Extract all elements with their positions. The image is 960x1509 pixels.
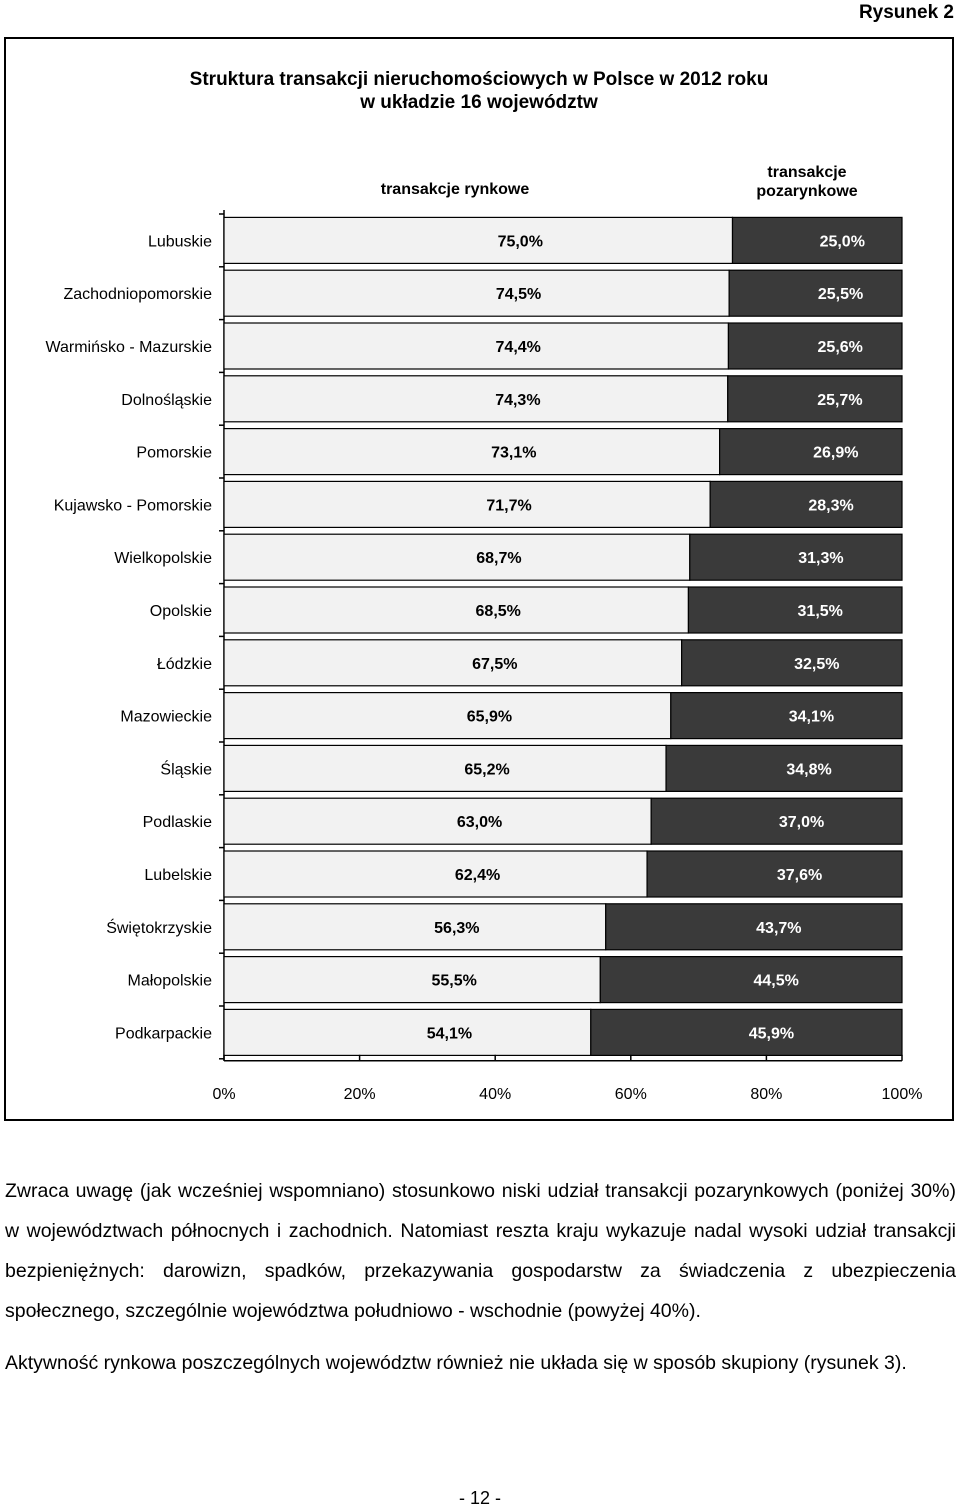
bar-pozarynkowe bbox=[605, 903, 903, 951]
data-label-pozarynkowe: 25,6% bbox=[818, 339, 863, 356]
data-label-pozarynkowe: 32,5% bbox=[794, 656, 839, 673]
legend-label-pozarynkowe-line-2: pozarynkowe bbox=[756, 183, 857, 200]
bar-rynkowe bbox=[223, 375, 729, 423]
x-tick-label: 80% bbox=[750, 1086, 782, 1103]
bar-pozarynkowe bbox=[599, 955, 903, 1004]
category-label: Kujawsko - Pomorskie bbox=[54, 497, 212, 514]
bar-pozarynkowe bbox=[590, 1008, 903, 1057]
data-label-pozarynkowe: 37,0% bbox=[779, 814, 824, 831]
x-tick-label: 100% bbox=[882, 1086, 923, 1103]
data-label-pozarynkowe: 31,5% bbox=[798, 603, 843, 620]
bar-rynkowe bbox=[223, 639, 683, 687]
paragraph-2: Aktywność rynkowa poszczególnych wojewód… bbox=[5, 1352, 907, 1374]
page-number: - 12 - bbox=[458, 1488, 501, 1508]
bar-rynkowe bbox=[223, 533, 691, 581]
category-label: Lubelskie bbox=[144, 867, 212, 884]
category-label: Podkarpackie bbox=[115, 1025, 212, 1042]
data-label-rynkowe: 68,5% bbox=[476, 603, 521, 620]
legend-label-pozarynkowe-line-1: transakcje bbox=[767, 164, 846, 181]
bar-pozarynkowe bbox=[728, 269, 903, 317]
data-label-rynkowe: 56,3% bbox=[434, 920, 479, 937]
bar-rynkowe bbox=[223, 903, 607, 951]
category-label: Mazowieckie bbox=[120, 709, 212, 726]
data-label-rynkowe: 65,2% bbox=[464, 761, 509, 778]
x-tick-label: 60% bbox=[615, 1086, 647, 1103]
bar-pozarynkowe bbox=[650, 797, 903, 845]
data-label-pozarynkowe: 44,5% bbox=[753, 973, 798, 990]
bar-rynkowe bbox=[223, 850, 648, 898]
bar-rynkowe bbox=[223, 480, 711, 528]
data-label-rynkowe: 71,7% bbox=[486, 497, 531, 514]
x-tick-label: 20% bbox=[344, 1086, 376, 1103]
data-label-rynkowe: 68,7% bbox=[476, 550, 521, 567]
bar-rynkowe bbox=[223, 428, 721, 476]
data-label-rynkowe: 74,3% bbox=[495, 392, 540, 409]
data-label-pozarynkowe: 34,8% bbox=[786, 761, 831, 778]
bar-rynkowe bbox=[223, 269, 730, 317]
category-label: Świętokrzyskie bbox=[106, 918, 212, 937]
category-label: Warmińsko - Mazurskie bbox=[45, 339, 212, 356]
bar-pozarynkowe bbox=[689, 533, 903, 581]
data-label-rynkowe: 55,5% bbox=[431, 973, 476, 990]
data-label-rynkowe: 74,5% bbox=[496, 286, 541, 303]
data-label-pozarynkowe: 25,5% bbox=[818, 286, 863, 303]
bar-pozarynkowe bbox=[719, 428, 903, 476]
data-label-rynkowe: 67,5% bbox=[472, 656, 517, 673]
bar-rynkowe bbox=[223, 797, 652, 845]
data-label-pozarynkowe: 26,9% bbox=[813, 445, 858, 462]
data-label-pozarynkowe: 43,7% bbox=[756, 920, 801, 937]
data-label-rynkowe: 63,0% bbox=[457, 814, 502, 831]
paragraph-1: Zwraca uwagę (jak wcześniej wspomniano) … bbox=[5, 1180, 956, 1322]
data-label-pozarynkowe: 28,3% bbox=[808, 497, 853, 514]
category-label: Łódzkie bbox=[157, 656, 212, 673]
bar-rynkowe bbox=[223, 691, 672, 740]
data-label-rynkowe: 74,4% bbox=[496, 339, 541, 356]
bar-pozarynkowe bbox=[727, 375, 903, 423]
bar-rynkowe bbox=[223, 216, 734, 264]
chart-title-line-2: w układzie 16 województw bbox=[360, 92, 598, 113]
figure-label: Rysunek 2 bbox=[858, 2, 954, 23]
data-label-rynkowe: 62,4% bbox=[455, 867, 500, 884]
bar-pozarynkowe bbox=[646, 850, 903, 898]
data-label-pozarynkowe: 31,3% bbox=[798, 550, 843, 567]
bar-rynkowe bbox=[223, 586, 690, 634]
data-label-rynkowe: 75,0% bbox=[498, 233, 543, 250]
bar-rynkowe bbox=[223, 744, 667, 793]
category-label: Małopolskie bbox=[128, 973, 213, 990]
stacked-bar-chart: transakcje rynkowe transakcje pozarynkowe L… bbox=[45, 164, 923, 1103]
x-tick-label: 40% bbox=[479, 1086, 511, 1103]
chart-frame: Struktura transakcji nieruchomościowych … bbox=[4, 37, 954, 1121]
bar-pozarynkowe bbox=[709, 480, 903, 528]
category-label: Dolnośląskie bbox=[121, 392, 212, 409]
data-label-pozarynkowe: 25,7% bbox=[817, 392, 862, 409]
bar-pozarynkowe bbox=[670, 691, 903, 740]
category-label: Podlaskie bbox=[143, 814, 212, 831]
x-tick-label: 0% bbox=[212, 1086, 235, 1103]
category-label: Wielkopolskie bbox=[114, 550, 212, 567]
bar-pozarynkowe bbox=[687, 586, 903, 634]
bar-pozarynkowe bbox=[665, 744, 903, 793]
bar-rynkowe bbox=[223, 322, 730, 370]
data-label-rynkowe: 65,9% bbox=[467, 709, 512, 726]
bar-rynkowe bbox=[223, 1008, 592, 1057]
category-label: Pomorskie bbox=[136, 445, 212, 462]
data-label-rynkowe: 54,1% bbox=[427, 1025, 472, 1042]
bar-pozarynkowe bbox=[681, 639, 903, 687]
chart-title-line-1: Struktura transakcji nieruchomościowych … bbox=[189, 69, 769, 90]
category-label: Śląskie bbox=[160, 759, 212, 778]
data-label-pozarynkowe: 34,1% bbox=[789, 709, 834, 726]
bar-pozarynkowe bbox=[727, 322, 903, 370]
data-label-rynkowe: 73,1% bbox=[491, 445, 536, 462]
category-label: Lubuskie bbox=[148, 233, 212, 250]
category-label: Zachodniopomorskie bbox=[63, 286, 212, 303]
body-text: Zwraca uwagę (jak wcześniej wspomniano) … bbox=[5, 1171, 956, 1395]
chart-title: Struktura transakcji nieruchomościowych … bbox=[6, 68, 952, 114]
data-label-pozarynkowe: 45,9% bbox=[749, 1025, 794, 1042]
category-label: Opolskie bbox=[150, 603, 212, 620]
legend-label-rynkowe: transakcje rynkowe bbox=[381, 181, 530, 198]
bar-rynkowe bbox=[223, 955, 601, 1004]
bar-pozarynkowe bbox=[731, 216, 903, 264]
data-label-pozarynkowe: 37,6% bbox=[777, 867, 822, 884]
data-label-pozarynkowe: 25,0% bbox=[820, 233, 865, 250]
